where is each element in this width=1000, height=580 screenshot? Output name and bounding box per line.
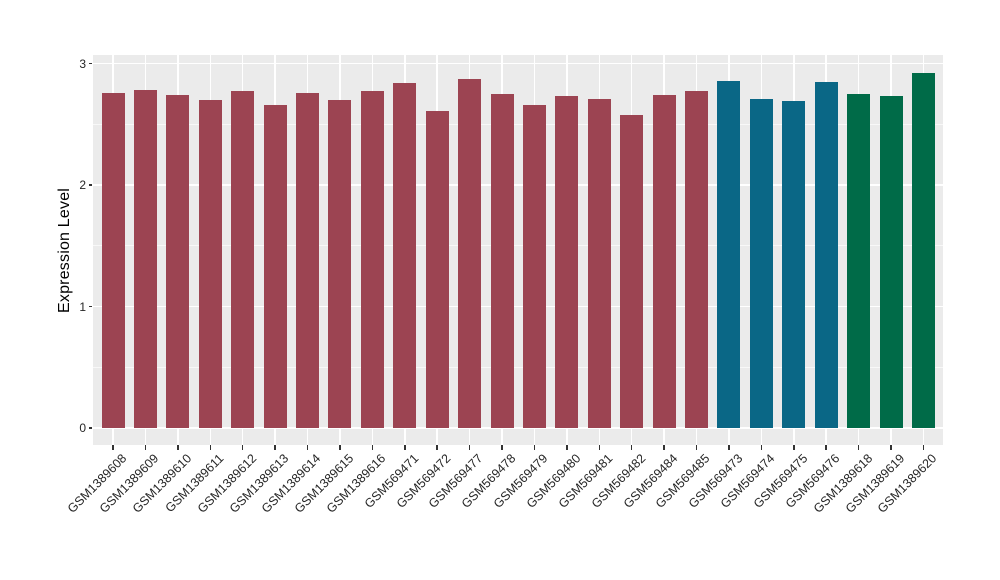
bar: [263, 104, 287, 428]
gridline-major: [93, 305, 943, 308]
x-tick-mark: [209, 445, 211, 450]
x-tick-mark: [436, 445, 438, 450]
bar: [458, 79, 482, 428]
x-tick-mark: [112, 445, 114, 450]
x-tick-mark: [241, 445, 244, 450]
y-tick-mark: [89, 62, 92, 65]
x-tick-mark: [339, 445, 341, 450]
x-tick-mark: [274, 445, 276, 450]
y-tick-mark: [89, 427, 92, 429]
gridline-minor: [93, 123, 943, 125]
x-tick-mark: [144, 445, 147, 450]
bar: [101, 92, 125, 428]
bar: [522, 104, 546, 428]
x-tick-mark: [857, 445, 860, 450]
bar: [425, 110, 449, 428]
x-tick-mark: [501, 445, 503, 450]
bar: [847, 93, 871, 428]
x-tick-mark: [177, 445, 179, 450]
bar: [620, 114, 644, 428]
bar: [685, 91, 709, 428]
gridline-minor: [93, 366, 943, 368]
bar: [133, 90, 157, 428]
x-tick-mark: [760, 445, 763, 450]
bar: [360, 91, 384, 428]
bar: [166, 95, 190, 428]
bar: [296, 92, 320, 428]
bar: [912, 73, 935, 428]
x-tick-mark: [468, 445, 471, 450]
x-tick-mark: [533, 445, 536, 450]
bar: [749, 98, 773, 428]
y-axis-tick-label: 2: [79, 178, 86, 192]
x-tick-mark: [922, 445, 925, 450]
bar: [652, 95, 676, 428]
x-tick-mark: [404, 445, 406, 450]
x-tick-mark: [663, 445, 665, 450]
bar: [555, 96, 579, 428]
y-axis-tick-label: 3: [79, 56, 86, 71]
x-tick-mark: [695, 445, 698, 450]
bar: [587, 98, 611, 428]
bar: [782, 101, 806, 428]
x-tick-mark: [793, 445, 795, 450]
bar: [490, 93, 514, 428]
gridline-major: [93, 62, 943, 65]
bar: [231, 91, 255, 428]
y-axis-tick-label: 1: [79, 299, 86, 314]
gridline-minor: [93, 245, 943, 247]
y-tick-mark: [89, 184, 92, 186]
x-tick-mark: [728, 445, 730, 450]
x-tick-mark: [306, 445, 309, 450]
bar: [717, 80, 741, 428]
x-tick-mark: [825, 445, 827, 450]
x-tick-mark: [566, 445, 568, 450]
bar: [814, 81, 838, 428]
bar: [879, 96, 903, 428]
x-tick-mark: [371, 445, 374, 450]
gridline-major: [93, 184, 943, 186]
y-axis-tick-label: 0: [79, 421, 86, 435]
chart-panel: [93, 55, 943, 445]
x-tick-mark: [630, 445, 633, 450]
x-tick-mark: [890, 445, 892, 450]
y-axis-title: Expression Level: [56, 187, 73, 313]
gridline-major: [93, 427, 943, 429]
bar: [328, 99, 352, 428]
x-tick-mark: [598, 445, 601, 450]
bar: [393, 82, 417, 428]
bar: [198, 99, 222, 428]
y-tick-mark: [89, 305, 92, 308]
